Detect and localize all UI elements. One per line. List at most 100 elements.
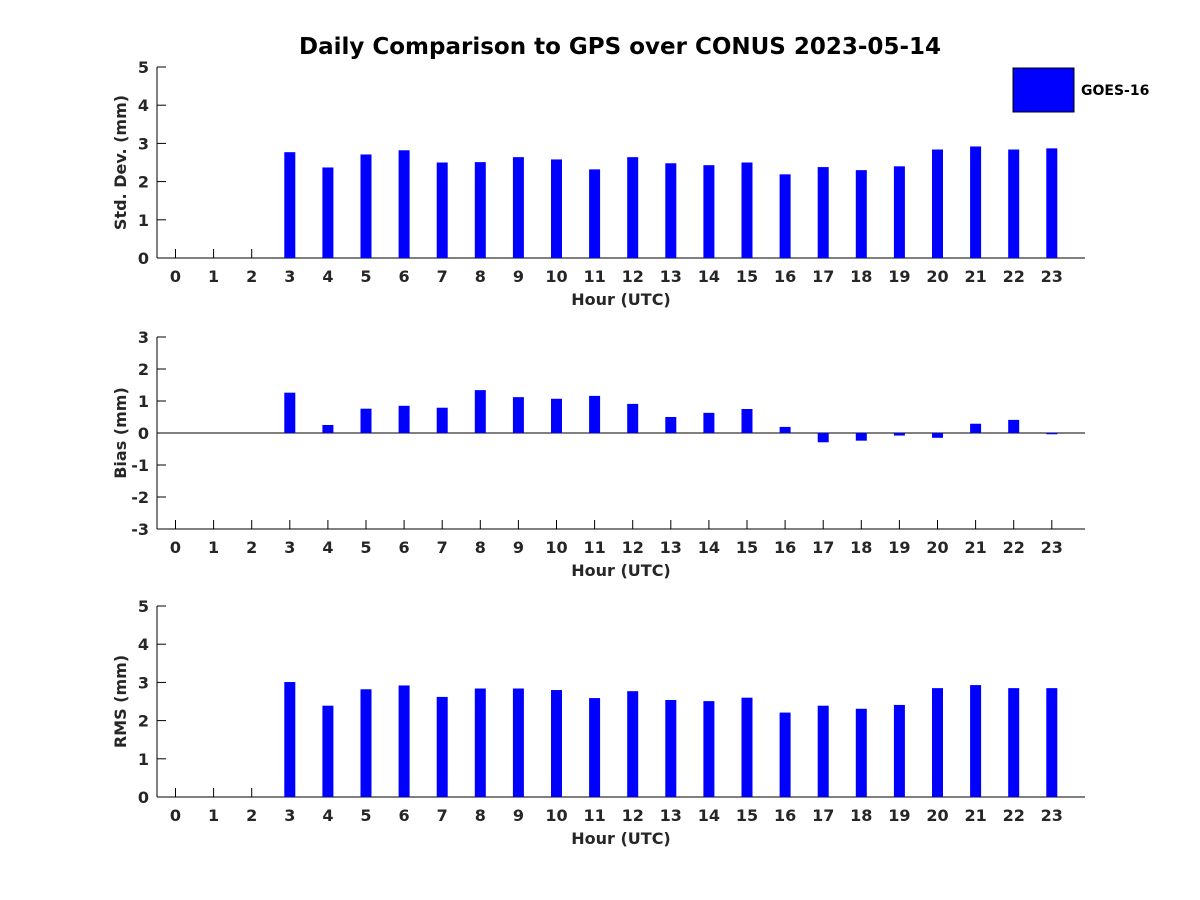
std-dev-ytick-label: 4	[138, 96, 149, 115]
bias-bar-hour-10	[551, 398, 562, 433]
rms-bar-hour-8	[474, 688, 486, 797]
bias-bar-hour-7	[436, 407, 448, 433]
rms-xtick-label: 14	[698, 806, 720, 825]
rms-bar-hour-22	[1008, 688, 1020, 797]
bias-bar-hour-23	[1046, 433, 1058, 435]
std-dev-ytick-label: 0	[138, 249, 149, 268]
bias-bar-hour-15	[741, 409, 753, 433]
rms-bar-hour-16	[779, 712, 791, 797]
bias-bar-hour-3	[284, 392, 296, 433]
std-dev-bar-hour-6	[398, 150, 410, 258]
rms-xtick-label: 9	[513, 806, 524, 825]
rms-xtick-label: 1	[208, 806, 219, 825]
std-dev-xtick-label: 7	[437, 267, 448, 286]
bias-xtick-label: 14	[698, 538, 720, 557]
std-dev-ytick-label: 5	[138, 58, 149, 77]
rms-bar-hour-5	[360, 689, 372, 797]
rms-xtick-label: 5	[360, 806, 371, 825]
std-dev-bar-hour-8	[474, 162, 486, 258]
rms-xtick-label: 3	[284, 806, 295, 825]
rms-xtick-label: 20	[926, 806, 948, 825]
bias-xtick-label: 17	[812, 538, 834, 557]
bias-xtick-label: 4	[322, 538, 333, 557]
std-dev-xtick-label: 19	[888, 267, 910, 286]
bias-xlabel: Hour (UTC)	[571, 561, 671, 580]
rms-bar-hour-12	[627, 691, 639, 797]
std-dev-ytick-label: 3	[138, 134, 149, 153]
rms-ytick-label: 2	[138, 712, 149, 731]
bias-ytick-label: 1	[138, 392, 149, 411]
bias-bar-hour-4	[322, 425, 334, 433]
bias-bar-hour-22	[1008, 419, 1020, 433]
bias-xtick-label: 0	[170, 538, 181, 557]
bias-xtick-label: 20	[926, 538, 948, 557]
rms-xtick-label: 2	[246, 806, 257, 825]
std-dev-xtick-label: 22	[1003, 267, 1025, 286]
rms-xtick-label: 10	[545, 806, 567, 825]
std-dev-bar-hour-20	[932, 149, 943, 258]
rms-bar-hour-19	[893, 704, 905, 797]
bias-xtick-label: 12	[622, 538, 644, 557]
rms-bar-hour-21	[970, 685, 982, 797]
rms-ylabel: RMS (mm)	[111, 655, 130, 748]
bias-ylabel: Bias (mm)	[111, 387, 130, 479]
std-dev-xtick-label: 15	[736, 267, 758, 286]
std-dev-xtick-label: 8	[475, 267, 486, 286]
rms-bar-hour-20	[932, 688, 943, 797]
std-dev-xtick-label: 3	[284, 267, 295, 286]
bias-ytick-label: 2	[138, 360, 149, 379]
rms-xtick-label: 0	[170, 806, 181, 825]
bias-bar-hour-8	[474, 390, 486, 433]
rms-xtick-label: 17	[812, 806, 834, 825]
rms-xtick-label: 22	[1003, 806, 1025, 825]
rms-bar-hour-11	[589, 698, 601, 797]
rms-xlabel: Hour (UTC)	[571, 829, 671, 848]
rms-xtick-label: 12	[622, 806, 644, 825]
bias-xtick-label: 15	[736, 538, 758, 557]
bias-xtick-label: 1	[208, 538, 219, 557]
std-dev-xtick-label: 6	[399, 267, 410, 286]
std-dev-bar-hour-10	[551, 159, 562, 258]
rms-xtick-label: 7	[437, 806, 448, 825]
rms-xtick-label: 4	[322, 806, 333, 825]
bias-bar-hour-16	[779, 426, 791, 433]
std-dev-xtick-label: 12	[622, 267, 644, 286]
std-dev-bar-hour-15	[741, 162, 753, 258]
std-dev-xtick-label: 18	[850, 267, 872, 286]
std-dev-bar-hour-17	[817, 167, 829, 258]
bias-xtick-label: 3	[284, 538, 295, 557]
legend-swatch	[1012, 67, 1075, 113]
std-dev-xlabel: Hour (UTC)	[571, 290, 671, 309]
rms-xtick-label: 18	[850, 806, 872, 825]
rms-xtick-label: 8	[475, 806, 486, 825]
std-dev-ytick-label: 2	[138, 173, 149, 192]
rms-bar-hour-4	[322, 705, 334, 797]
std-dev-xtick-label: 0	[170, 267, 181, 286]
bias-ytick-label: -2	[131, 488, 149, 507]
bias-ytick-label: -3	[131, 520, 149, 539]
bias-bar-hour-13	[665, 417, 677, 433]
bias-bar-hour-18	[855, 433, 867, 441]
bias-bar-hour-21	[970, 423, 982, 433]
rms-bar-hour-23	[1046, 688, 1058, 797]
bias-xtick-label: 6	[399, 538, 410, 557]
bias-bar-hour-5	[360, 408, 372, 433]
std-dev-xtick-label: 10	[545, 267, 567, 286]
rms-ytick-label: 4	[138, 635, 149, 654]
rms-xtick-label: 6	[399, 806, 410, 825]
std-dev-xtick-label: 9	[513, 267, 524, 286]
std-dev-bar-hour-16	[779, 174, 791, 258]
bias-bar-hour-9	[512, 397, 524, 433]
std-dev-xtick-label: 20	[926, 267, 948, 286]
std-dev-xtick-label: 21	[964, 267, 986, 286]
rms-bar-hour-17	[817, 705, 829, 797]
legend-label: GOES-16	[1081, 83, 1149, 99]
bias-xtick-label: 8	[475, 538, 486, 557]
std-dev-bar-hour-7	[436, 162, 448, 258]
chart-title: Daily Comparison to GPS over CONUS 2023-…	[299, 34, 941, 60]
std-dev-xtick-label: 13	[660, 267, 682, 286]
bias-xtick-label: 11	[583, 538, 605, 557]
